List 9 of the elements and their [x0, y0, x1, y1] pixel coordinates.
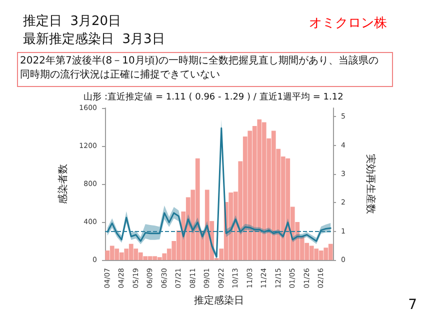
x-axis-title: 推定感染日: [194, 294, 244, 306]
chart-subtitle: 最新推定感染日 3月3日: [23, 32, 165, 47]
text: オミクロン株: [309, 16, 387, 31]
y2-axis-title: 実効再生産数: [364, 154, 376, 214]
y-axis-title: 感染者数: [56, 164, 69, 204]
chart-title: 推定日 3月20日: [23, 14, 122, 29]
text: 山形 :直近推定値 = 1.11 ( 0.96 - 1.29 ) / 直近1週平均 = 1.12: [84, 92, 344, 102]
text: 2022年第7波後半(8－10月頃)の一時期に全数把握見直し期間があり、当該県の同時期の流行状況は正確に捕捉できていない: [20, 54, 379, 80]
text: 7: [408, 297, 418, 313]
